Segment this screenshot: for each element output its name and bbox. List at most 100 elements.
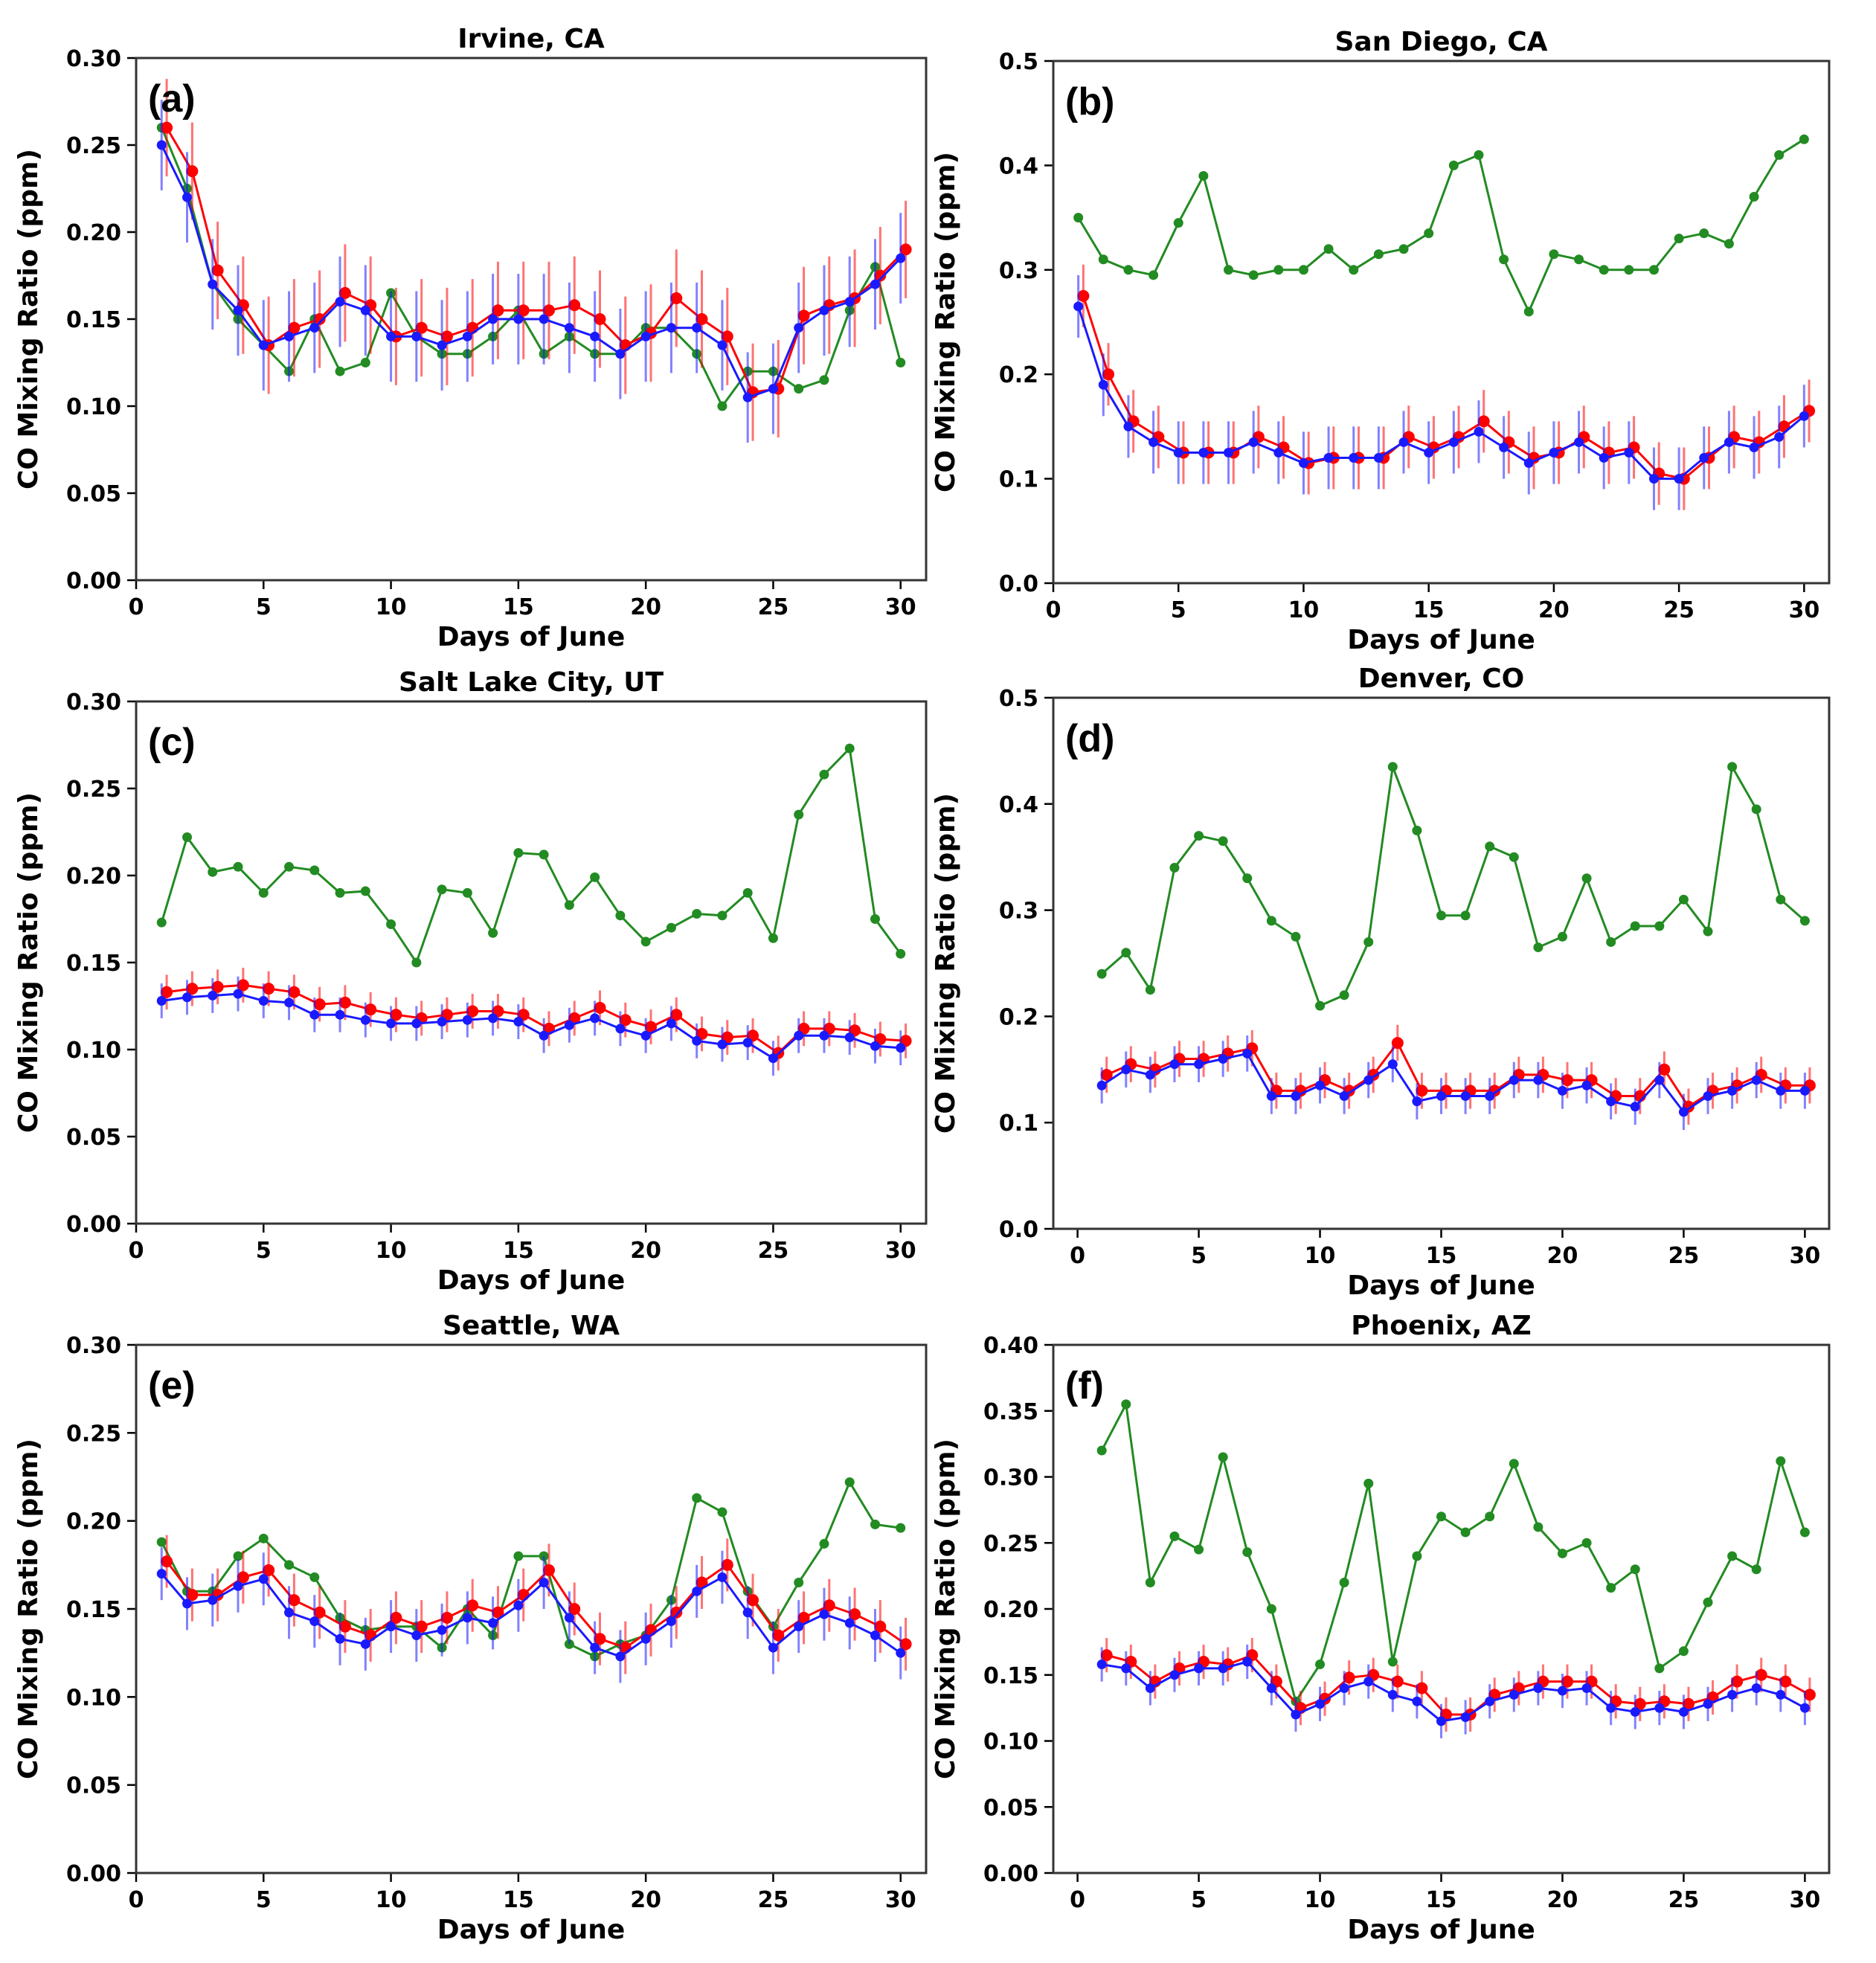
green-point xyxy=(258,887,269,898)
red-point xyxy=(1077,289,1090,302)
blue-point xyxy=(1194,1663,1204,1674)
green-point xyxy=(1096,968,1107,979)
series-blue xyxy=(156,976,906,1076)
x-axis-label: Days of June xyxy=(1347,1915,1535,1945)
blue-point xyxy=(1218,1054,1228,1064)
red-point xyxy=(288,321,301,334)
red-point xyxy=(466,1005,479,1018)
green-point xyxy=(513,1551,524,1561)
blue-point xyxy=(208,1595,218,1605)
blue-point xyxy=(717,1039,727,1050)
blue-point xyxy=(360,1015,370,1025)
red-point xyxy=(1100,1068,1113,1081)
y-tick-label: 0.4 xyxy=(999,792,1038,818)
green-point xyxy=(1363,936,1374,947)
series-blue xyxy=(1073,274,1809,510)
x-tick-label: 5 xyxy=(256,594,272,620)
blue-point xyxy=(1460,1712,1471,1723)
red-point xyxy=(1779,1675,1792,1688)
x-tick-label: 20 xyxy=(630,1238,661,1264)
blue-point xyxy=(1799,1085,1810,1096)
x-axis-label: Days of June xyxy=(437,622,626,652)
blue-point xyxy=(640,1633,651,1644)
green-point xyxy=(896,1523,906,1533)
green-point xyxy=(844,743,855,754)
blue-point xyxy=(717,340,727,350)
red-point xyxy=(823,1599,835,1612)
y-tick-label: 0.05 xyxy=(66,1773,121,1799)
blue-point xyxy=(1678,1107,1689,1117)
red-point xyxy=(542,304,555,317)
plot-frame xyxy=(1052,696,1831,1230)
green-point xyxy=(1557,931,1567,942)
blue-point xyxy=(513,1600,524,1610)
y-tick-label: 0.5 xyxy=(999,49,1038,75)
blue-point xyxy=(1291,1709,1301,1720)
red-point xyxy=(313,998,326,1011)
series-green xyxy=(156,743,906,968)
y-tick-label: 0.10 xyxy=(983,1729,1038,1755)
green-point xyxy=(1774,150,1785,160)
red-point xyxy=(492,304,504,317)
green-point xyxy=(1339,1578,1349,1587)
x-tick-label: 10 xyxy=(376,594,407,620)
green-point xyxy=(1749,192,1759,202)
green-point xyxy=(1436,1511,1446,1522)
red-point xyxy=(772,1629,785,1642)
plot-frame xyxy=(135,700,928,1225)
green-point xyxy=(1533,942,1543,953)
y-tick-label: 0.20 xyxy=(983,1597,1038,1623)
red-point xyxy=(594,1001,606,1014)
red-point xyxy=(364,1003,377,1016)
red-line xyxy=(165,126,907,393)
blue-point xyxy=(437,1625,447,1635)
blue-point xyxy=(208,279,218,289)
red-point xyxy=(161,986,173,998)
blue-point xyxy=(615,1651,626,1662)
blue-point xyxy=(1323,453,1334,463)
blue-point xyxy=(360,305,370,315)
blue-point xyxy=(411,331,422,341)
blue-point xyxy=(794,323,804,333)
x-tick-label: 30 xyxy=(885,1238,916,1264)
green-point xyxy=(1173,218,1183,228)
green-point xyxy=(1678,894,1689,905)
panel-label: (c) xyxy=(148,721,196,764)
y-axis-label: CO Mixing Ratio (ppm) xyxy=(13,792,44,1133)
red-point xyxy=(1731,1675,1744,1688)
blue-point xyxy=(1509,1075,1519,1085)
green-point xyxy=(1474,150,1484,160)
panel-label: (b) xyxy=(1065,80,1114,123)
y-tick-label: 0.0 xyxy=(999,571,1038,597)
red-point xyxy=(1634,1697,1646,1710)
green-point xyxy=(335,366,345,376)
blue-point xyxy=(1242,1048,1253,1058)
blue-point xyxy=(896,253,906,263)
blue-point xyxy=(488,1618,498,1628)
y-tick-label: 0.10 xyxy=(66,394,121,420)
blue-point xyxy=(819,1030,829,1041)
blue-point xyxy=(692,1035,702,1046)
x-tick-label: 5 xyxy=(1171,597,1186,623)
green-line xyxy=(160,127,902,408)
blue-point xyxy=(1654,1075,1665,1085)
green-point xyxy=(794,809,804,820)
x-tick-label: 10 xyxy=(1305,1887,1336,1913)
green-point xyxy=(1145,1578,1155,1587)
green-point xyxy=(819,375,829,385)
blue-point xyxy=(1096,1080,1107,1090)
green-point xyxy=(386,919,396,930)
x-tick-label: 0 xyxy=(129,594,144,620)
y-tick-label: 0.05 xyxy=(983,1795,1038,1821)
y-tick-label: 0.30 xyxy=(66,690,121,716)
blue-point xyxy=(539,1030,549,1041)
green-point xyxy=(1799,1527,1810,1538)
green-point xyxy=(1349,265,1359,275)
green-point xyxy=(1291,931,1301,942)
blue-point xyxy=(1774,431,1785,442)
blue-point xyxy=(844,1618,855,1628)
green-point xyxy=(1248,270,1259,280)
blue-point xyxy=(386,1018,396,1029)
blue-point xyxy=(335,1009,345,1020)
red-point xyxy=(1343,1671,1355,1684)
